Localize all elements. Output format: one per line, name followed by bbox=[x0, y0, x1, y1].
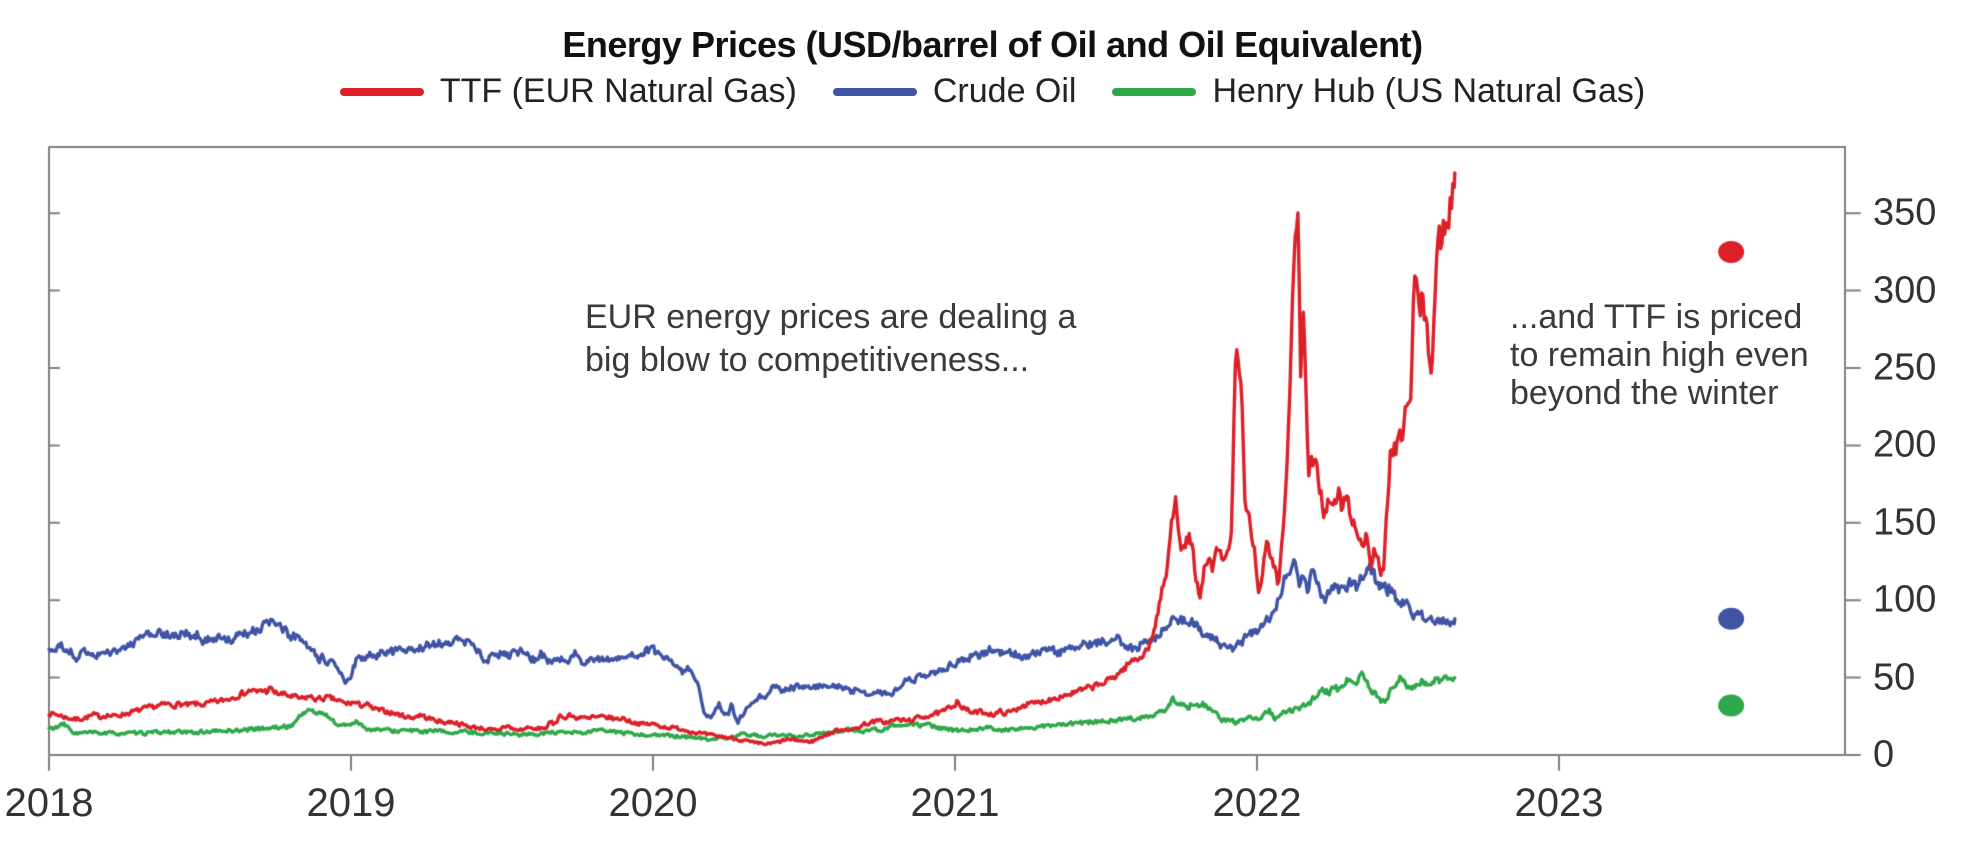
annotation-left: EUR energy prices are dealing a big blow… bbox=[585, 298, 1077, 379]
legend-label: Crude Oil bbox=[932, 72, 1077, 110]
legend-swatch-henry bbox=[1112, 87, 1197, 96]
legend: TTF (EUR Natural Gas) Crude Oil Henry Hub … bbox=[0, 72, 1985, 111]
chart-title: Energy Prices (USD/barrel of Oil and Oil… bbox=[562, 24, 1423, 65]
legend-item-crude: Crude Oil bbox=[832, 72, 1077, 111]
legend-item-henry: Henry Hub (US Natural Gas) bbox=[1112, 72, 1645, 111]
y-tick-label: 100 bbox=[1873, 578, 1937, 621]
x-tick-label: 2022 bbox=[1212, 781, 1302, 825]
y-tick-label: 350 bbox=[1873, 191, 1937, 234]
x-tick-label: 2020 bbox=[608, 781, 698, 825]
legend-label: TTF (EUR Natural Gas) bbox=[439, 72, 797, 110]
legend-item-ttf: TTF (EUR Natural Gas) bbox=[339, 72, 797, 111]
y-tick-label: 300 bbox=[1873, 269, 1937, 312]
y-tick-label: 0 bbox=[1873, 733, 1895, 776]
y-tick-label: 200 bbox=[1873, 423, 1937, 466]
legend-swatch-crude bbox=[832, 87, 917, 96]
legend-label: Henry Hub (US Natural Gas) bbox=[1212, 72, 1646, 110]
x-tick-label: 2018 bbox=[4, 781, 94, 825]
y-tick-label: 150 bbox=[1873, 501, 1937, 544]
y-tick-label: 50 bbox=[1873, 656, 1916, 699]
x-tick-label: 2019 bbox=[306, 781, 396, 825]
legend-swatch-ttf bbox=[339, 87, 424, 96]
x-tick-label: 2023 bbox=[1514, 781, 1604, 825]
y-tick-label: 250 bbox=[1873, 346, 1937, 389]
x-tick-label: 2021 bbox=[910, 781, 1000, 825]
annotation-right: ...and TTF is priced to remain high even… bbox=[1510, 298, 1809, 413]
